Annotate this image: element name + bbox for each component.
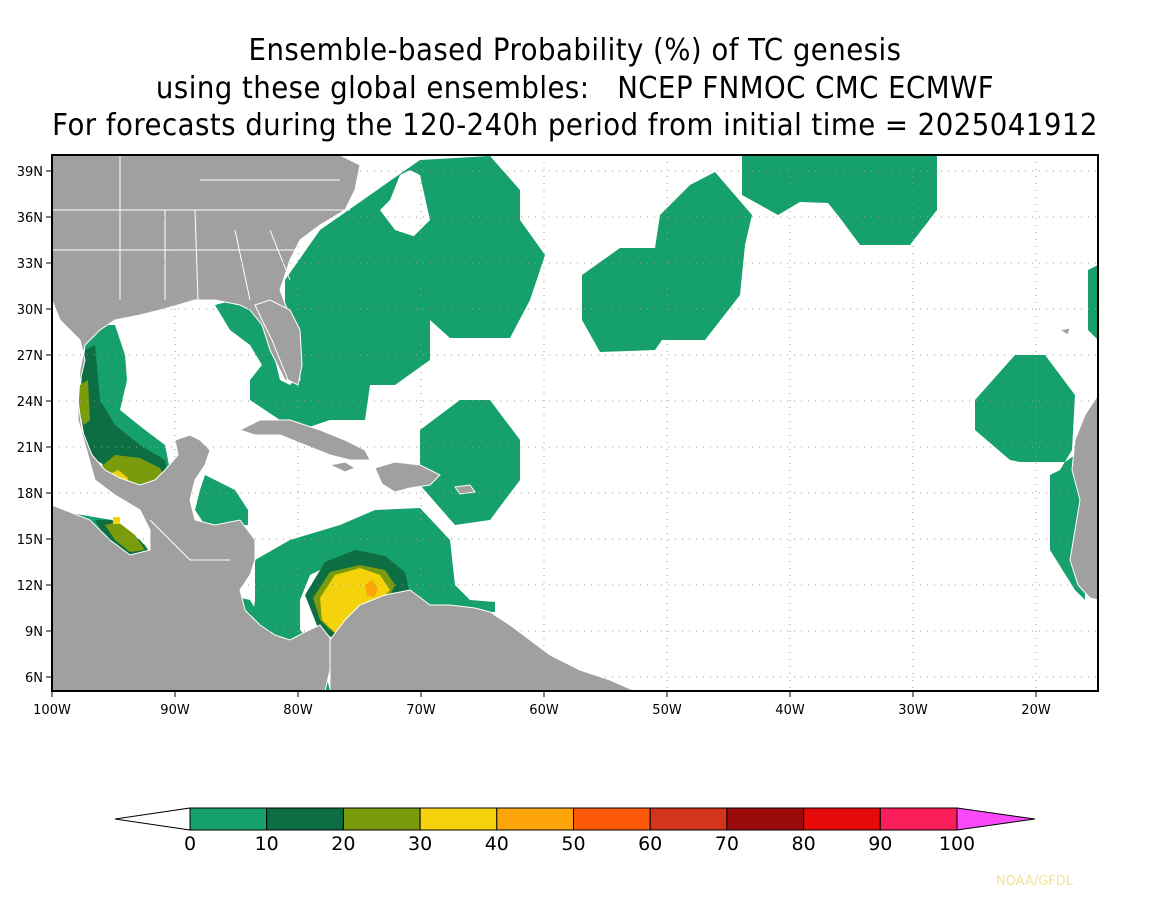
longitude-axis: 100W 90W 80W 70W 60W 50W 40W 30W 20W [33,691,1051,718]
colorbar-bin [726,807,805,831]
colorbar-bin [803,807,881,831]
colorbar-bin [649,807,728,831]
colorbar-label: 10 [255,833,279,855]
latitude-axis: 39N 36N 33N 30N 27N 24N 21N 18N 15N 12N … [17,165,52,686]
colorbar-label: 40 [485,833,509,855]
credit-text: NOAA/GFDL [996,874,1074,889]
colorbar-bin [419,807,498,831]
colorbar-label: 70 [715,833,739,855]
lon-label: 20W [1021,703,1051,718]
colorbar [114,807,1036,831]
lon-label: 50W [652,703,682,718]
title-line-3: For forecasts during the 120-240h period… [52,108,1098,143]
title-line-1: Ensemble-based Probability (%) of TC gen… [248,33,902,68]
state-borders [52,155,350,561]
lon-label: 60W [529,703,559,718]
colorbar-label: 90 [868,833,892,855]
colorbar-label: 80 [792,833,816,855]
colorbar-label: 100 [939,833,975,855]
lat-label: 30N [17,303,43,318]
lat-label: 12N [17,579,43,594]
lat-label: 18N [17,487,43,502]
map-content [52,155,1098,691]
colorbar-bin [266,807,344,831]
colorbar-arrow-high [956,807,1036,831]
lat-label: 27N [17,349,43,364]
colorbar-bin [573,807,651,831]
lat-label: 9N [25,625,43,640]
lat-label: 15N [17,533,43,548]
lat-label: 24N [17,395,43,410]
colorbar-bin [189,807,268,831]
colorbar-bin [879,807,958,831]
lon-label: 40W [775,703,805,718]
lon-label: 80W [283,703,313,718]
land-masses [52,155,1098,691]
colorbar-label: 50 [561,833,585,855]
colorbar-label: 20 [331,833,355,855]
colorbar-labels: 0 10 20 30 40 50 60 70 80 90 100 [184,833,975,855]
colorbar-bin [496,807,574,831]
lon-label: 70W [406,703,436,718]
lat-label: 36N [17,211,43,226]
title-line-2: using these global ensembles: NCEP FNMOC… [155,71,995,106]
map-frame [51,154,1099,692]
lat-label: 6N [25,671,43,686]
lon-label: 90W [160,703,190,718]
probability-40-50-regions [365,580,378,597]
colorbar-label: 30 [408,833,432,855]
lat-label: 33N [17,257,43,272]
colorbar-arrow-low [114,807,191,831]
lat-label: 39N [17,165,43,180]
lon-label: 100W [33,703,71,718]
colorbar-label: 60 [638,833,662,855]
lon-label: 30W [898,703,928,718]
lat-label: 21N [17,441,43,456]
colorbar-label: 0 [184,833,196,855]
colorbar-bin [342,807,421,831]
